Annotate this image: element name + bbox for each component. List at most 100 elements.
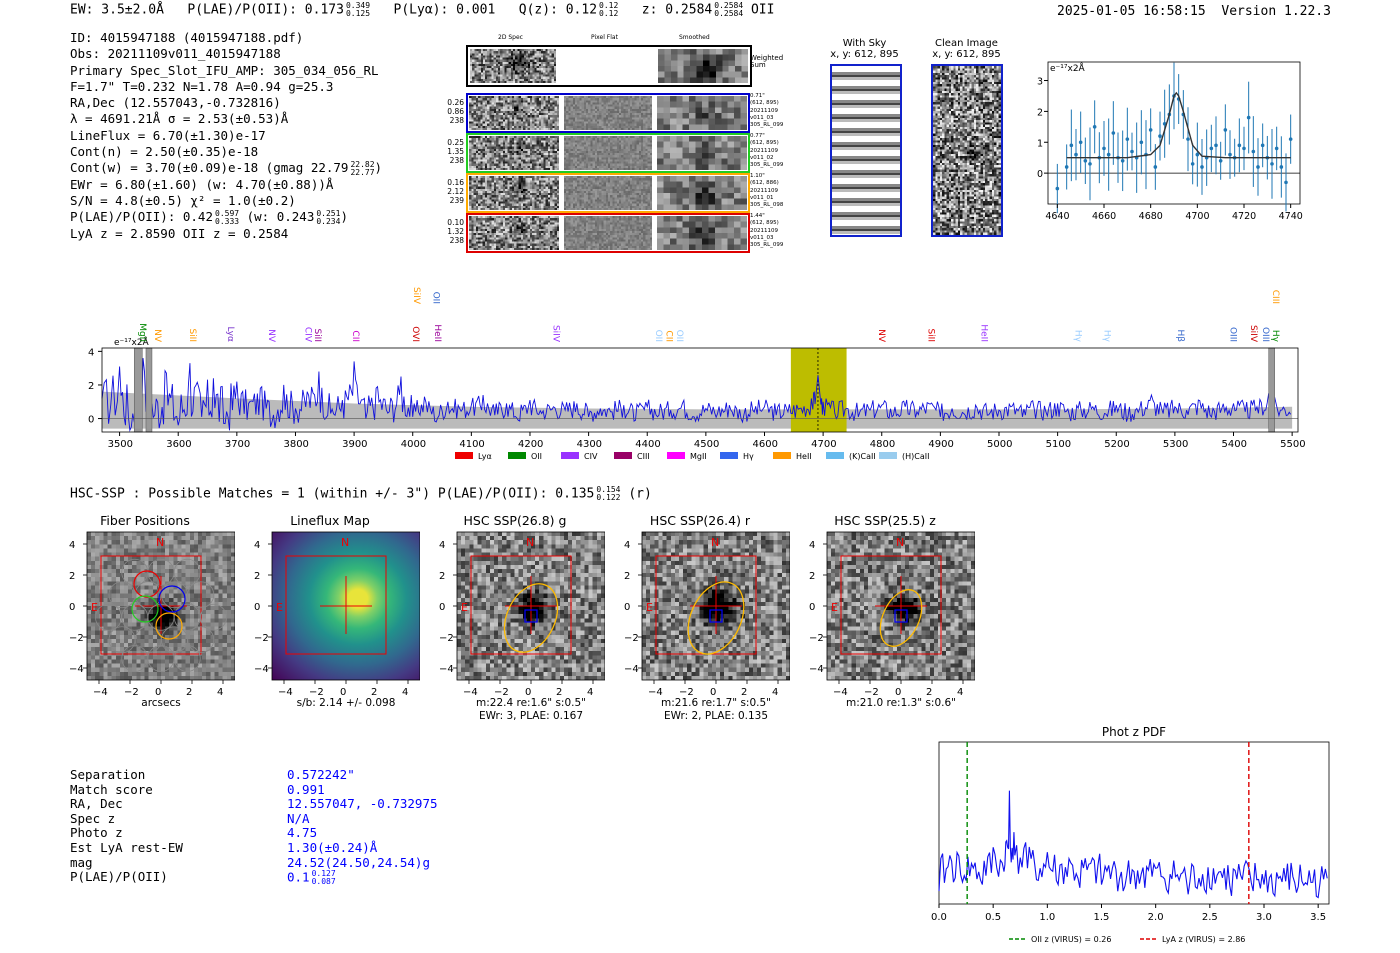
aperture-box [285,555,387,655]
header-right: 2025-01-05 16:58:15 Version 1.22.3 [1057,4,1331,19]
line-label: SiII [926,328,936,342]
cutout-smooth-image [657,136,747,170]
cutout-right-value: 20211109 [750,147,778,154]
east-label: E [276,601,283,614]
match-label: Photo z [70,825,123,841]
stamp-plot: N E −4 4 −2 2 0 0 2 −2 4 −4 [439,531,605,698]
data-point [1242,146,1246,151]
info-contw-end: ) [374,160,383,176]
header-qz-lo: 0.12 [599,9,619,18]
stamp-caption: arcsecs [141,697,181,709]
cutout-right-values: 1.44" (612, 895) 20211109 v011_03 305_RL_099 [750,213,783,249]
line-label: MgII [137,323,147,342]
cutout-left-value: 0.86 [447,107,464,116]
cutout-left-value: 238 [449,156,464,165]
legend-swatch [667,452,685,459]
clean-image-panel: Clean Image x, y: 612, 895 [924,38,1009,60]
cutout-left-value: 1.32 [447,227,464,236]
timestamp: 2025-01-05 16:58:15 [1057,4,1206,19]
full-spectrum-chart: 4 2 0 e⁻¹⁷x2Å 3500 3600 3700 3800 3900 4000 4100 42… [88,287,1306,461]
aperture-box [470,555,572,655]
match-label: Separation [70,767,146,782]
legend-swatch [614,452,632,459]
legend-label: CIV [584,452,598,461]
fiber-circle [187,581,215,609]
stamp-caption: m:21.6 re:1.7" s:0.5" [661,697,771,709]
cutout-left-values: 0.25 1.35 238 [446,138,464,165]
spectrum-line [101,358,1292,433]
info-contw: Cont(w) = 3.70(±0.09)e-18 (gmag 22.79 22.… [70,160,382,177]
data-point [1078,140,1083,145]
header-qz: Q(z): 0.12 [518,2,598,18]
line-label-upper: SiIV [411,287,421,305]
gaussian-fit [1066,91,1291,159]
match-value: N/A [287,810,310,826]
cutout-flat-image [564,96,652,130]
east-label: E [831,601,838,614]
data-point [1158,134,1162,138]
x-tick-label: 5000 [987,439,1012,450]
data-point [1102,146,1106,151]
info-plae-text: P(LAE)/P(OII): 0.42 [70,209,213,225]
x-tick-label: 2 [186,687,192,698]
x-tick-label: 2 [926,687,932,698]
y-tick-label: −4 [809,664,824,675]
line-label: NV [152,329,162,343]
line-label: Lyα [225,327,235,343]
y-tick-label: 0 [624,602,630,613]
header-ew: EW: 3.5±2.0Å [70,2,164,18]
cutout-2d-image [469,136,559,170]
cutout-row [466,213,750,253]
fiber-green [131,595,159,623]
x-tick-label: 3500 [108,439,133,450]
match-row: mag 24.52(24.50,24.54)g [70,854,438,871]
y-tick-label: 2 [254,571,260,582]
stamp-title: HSC SSP(26.8) g [463,513,567,528]
header-plae: P(LAE)/P(OII): 0.173 [187,2,344,18]
y-tick-label: −4 [439,664,454,675]
stamp-caption-2: EWr: 3, PLAE: 0.167 [478,710,584,722]
y-tick-label: 0 [439,602,445,613]
info-contw-lo: 22.77 [350,167,375,177]
legend-swatch [879,452,897,459]
info-lineflux: LineFlux = 6.70(±1.30)e-17 [70,127,266,143]
stamp-title: HSC SSP(25.5) z [834,513,936,528]
data-point [1069,143,1074,148]
y-tick-label: 2 [69,571,75,582]
header-z-hi: 0.2584 [714,1,744,10]
stamp-caption: m:22.4 re:1.6" s:0.5" [476,697,586,709]
y-tick-label: 2 [88,381,94,392]
x-tick-label: 4740 [1279,211,1303,222]
clean-image-title: Clean Image [935,38,998,49]
line-label: CIV [303,327,313,343]
line-label: CII [350,330,360,342]
fiber-orange [155,612,183,640]
y-tick-label: 4 [254,540,260,551]
info-contw-text: Cont(w) = 3.70(±0.09)e-18 (gmag 22.79 [70,160,349,176]
y-tick-label: −2 [809,633,824,644]
north-label: N [341,536,349,549]
x-tick-label: 4 [772,687,778,698]
x-tick-label: 5400 [1222,439,1247,450]
line-label: Hγ [1270,330,1280,343]
data-point [1200,165,1204,169]
info-obs: Obs: 20211109v011_4015947188 [70,46,281,62]
line-label: SiIV [551,325,561,343]
stamp-title: Fiber Positions [100,513,190,528]
stamp-plot: N E −4 4 −2 2 0 0 2 −2 4 −4 [624,531,790,698]
data-point [1130,149,1134,154]
header-plae-hi: 0.349 [345,1,371,10]
x-tick-label: −2 [864,687,879,698]
x-tick-label: −2 [494,687,509,698]
data-point [1064,165,1069,169]
weighted-sum-row [466,45,752,87]
data-point [1074,152,1078,157]
north-label: N [896,536,904,549]
x-tick-label: 4000 [401,439,426,450]
x-tick-label: 4660 [1092,211,1116,222]
stamp-caption: s/b: 2.14 +/- 0.098 [296,697,396,709]
match-value: 24.52(24.50,24.54)g [287,854,430,870]
cutout-left-value: 0.26 [447,98,464,107]
x-tick-label: 4700 [811,439,836,450]
fiber-square [524,609,538,623]
